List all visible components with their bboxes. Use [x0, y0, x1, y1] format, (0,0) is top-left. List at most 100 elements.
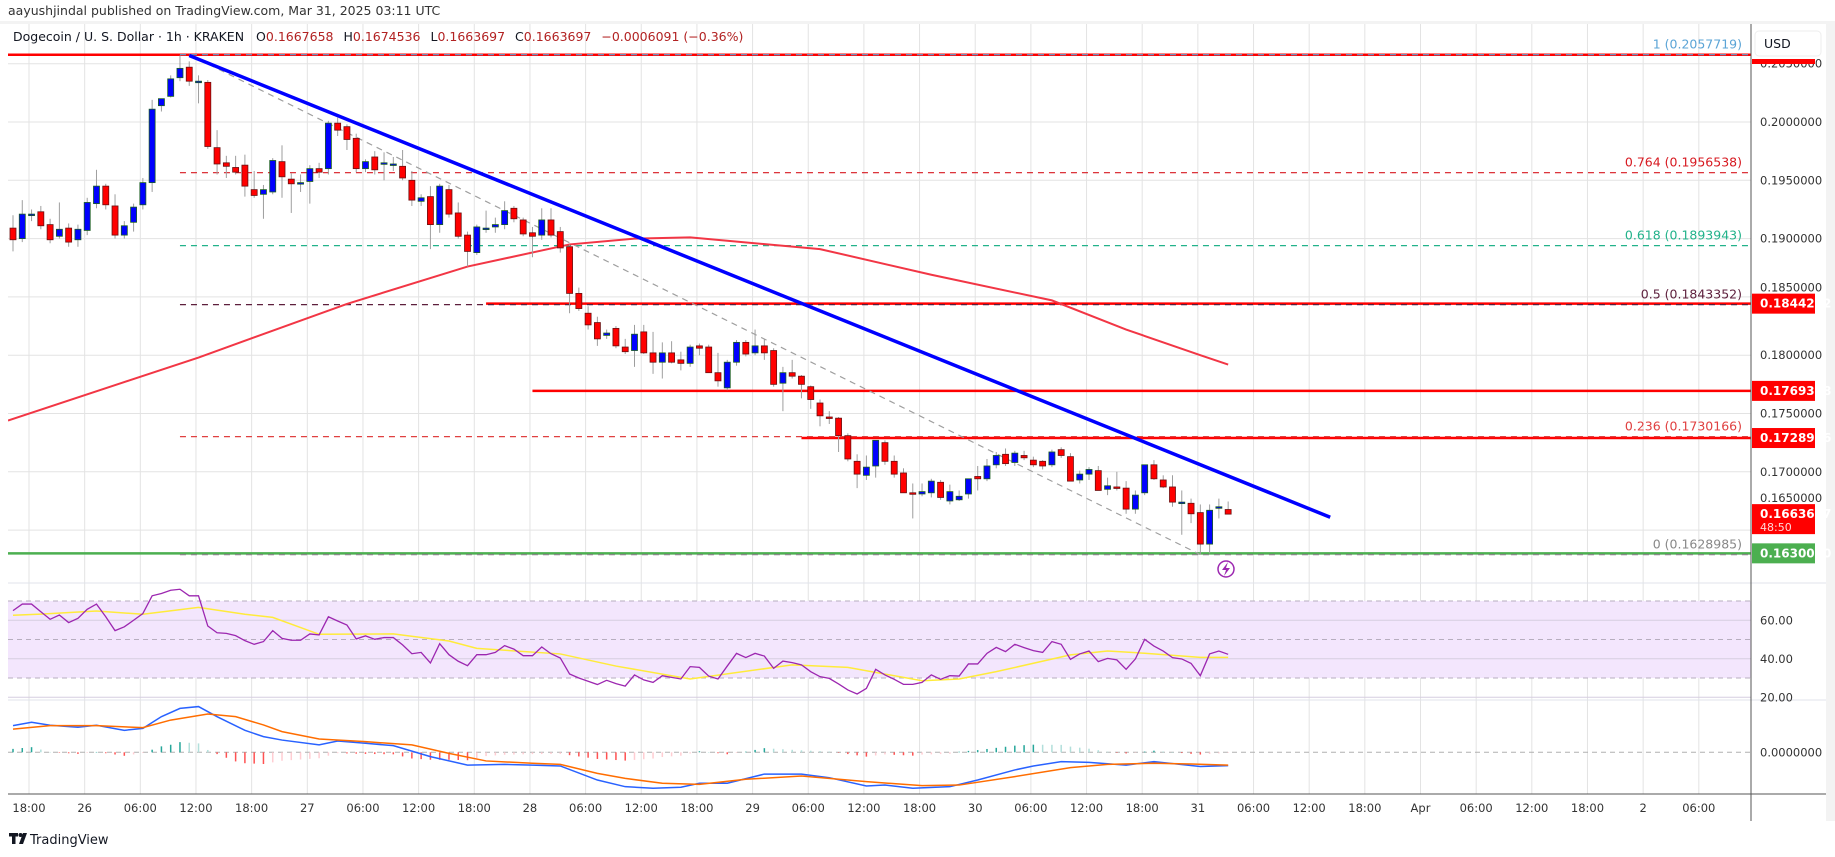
candle-body: [686, 346, 694, 364]
macd-histogram-bar: [763, 748, 766, 753]
candle: [501, 201, 509, 230]
macd-histogram-bar: [1208, 752, 1211, 754]
macd-histogram-bar: [1106, 751, 1109, 753]
candle-body: [185, 66, 193, 82]
price-tick-label: 0.1700000: [1760, 465, 1822, 479]
candle: [640, 324, 648, 355]
candle: [686, 344, 694, 367]
price-label: 0.1844212: [1752, 293, 1831, 314]
candle: [491, 217, 499, 233]
currency-button[interactable]: USD: [1754, 30, 1822, 57]
time-tick-label: 18:00: [1126, 801, 1159, 815]
candle-body: [1187, 502, 1195, 515]
macd-histogram-bar: [1078, 747, 1081, 753]
candle: [185, 61, 193, 86]
candle-body: [380, 162, 388, 165]
candle-body: [1196, 512, 1204, 545]
candle-body: [1029, 459, 1037, 466]
lightning-icon[interactable]: [1217, 560, 1235, 578]
macd-histogram-bar: [643, 752, 645, 760]
candle: [872, 439, 880, 478]
macd-histogram-bar: [1004, 746, 1007, 753]
rsi-pane[interactable]: [12, 588, 1229, 695]
candle-body: [1057, 449, 1065, 456]
candle-body: [260, 189, 267, 195]
candle: [547, 208, 555, 238]
candle-body: [167, 78, 175, 97]
candle: [946, 484, 954, 505]
time-tick-label: 30: [968, 801, 983, 815]
price-label-value: 0.1630060: [1760, 546, 1831, 560]
top-border: [0, 21, 1826, 24]
time-tick-label: 31: [1191, 801, 1206, 815]
published-caption: aayushjindal published on TradingView.co…: [8, 3, 441, 18]
macd-histogram-bar: [1181, 752, 1183, 754]
candle-body: [445, 189, 453, 215]
macd-histogram-bar: [197, 743, 200, 753]
candle-body: [417, 197, 425, 202]
candle: [798, 375, 805, 399]
time-tick-label: 28: [523, 801, 538, 815]
candle: [918, 483, 926, 497]
candle: [1141, 464, 1149, 496]
fib-labels: 1 (0.2057719) 0.764 (0.1956538) 0.618 (0.1…: [1625, 37, 1742, 552]
price-label: 0.1630060: [1752, 543, 1831, 564]
macd-histogram-bar: [568, 752, 571, 756]
macd-histogram-bar: [364, 752, 367, 754]
candle-body: [278, 161, 286, 178]
legend-symbol: Dogecoin / U. S. Dollar · 1h · KRAKEN: [13, 29, 244, 44]
candle-body: [1002, 453, 1009, 465]
macd-histogram-bar: [782, 749, 784, 753]
candle-body: [111, 205, 119, 236]
candle: [399, 149, 406, 181]
candle-body: [547, 219, 555, 236]
candle: [816, 399, 824, 427]
macd-histogram-bar: [726, 752, 729, 755]
candle-body: [927, 480, 935, 494]
time-tick-label: 18:00: [680, 801, 713, 815]
legend[interactable]: Dogecoin / U. S. Dollar · 1h · KRAKEN O0…: [13, 29, 743, 44]
candle: [992, 451, 1000, 469]
candle-body: [269, 160, 277, 193]
macd-histogram-bar: [188, 742, 190, 753]
macd-histogram-bar: [151, 749, 153, 753]
legend-open: 0.1667658: [266, 29, 334, 44]
candle-body: [427, 196, 434, 226]
candle-body: [974, 476, 982, 480]
fib-level-label: 1 (0.2057719): [1653, 37, 1742, 52]
candle-body: [1039, 460, 1047, 467]
price-pane[interactable]: [0, 53, 1751, 556]
candle-body: [779, 372, 787, 384]
time-tick-label: 18:00: [235, 801, 268, 815]
candle-body: [454, 212, 462, 237]
price-tick-label: 0.1750000: [1760, 407, 1822, 421]
macd-pane[interactable]: [12, 705, 1229, 790]
candle-body: [538, 219, 546, 236]
candle: [927, 478, 935, 498]
macd-histogram-bar: [912, 752, 914, 756]
price-tick-label: 0.1650000: [1760, 491, 1822, 505]
candle-body: [566, 246, 573, 294]
candle-body: [705, 346, 713, 374]
bearish-trend-line[interactable]: [188, 53, 1331, 519]
candle: [445, 184, 453, 218]
candle-body: [501, 210, 509, 226]
time-tick-label: 06:00: [124, 801, 157, 815]
candle: [955, 490, 963, 501]
macd-histogram-bar: [1190, 752, 1192, 754]
candle: [677, 351, 685, 371]
time-tick-label: 12:00: [402, 801, 435, 815]
candle-body: [593, 322, 601, 340]
candle: [297, 174, 304, 192]
time-tick-label: 12:00: [179, 801, 212, 815]
macd-histogram-bar: [717, 752, 719, 754]
candle: [473, 224, 481, 255]
macd-histogram-bar: [494, 752, 497, 756]
candle: [1215, 498, 1223, 519]
candle-body: [1113, 486, 1121, 489]
candle-body: [751, 345, 759, 354]
tradingview-logo[interactable]: TradingView: [9, 833, 109, 848]
time-axis[interactable]: 18:00 26 06:00 12:00 18:00 27 06:00 12:00 18:00 2…: [12, 801, 1715, 815]
time-tick-label: 18:00: [903, 801, 936, 815]
